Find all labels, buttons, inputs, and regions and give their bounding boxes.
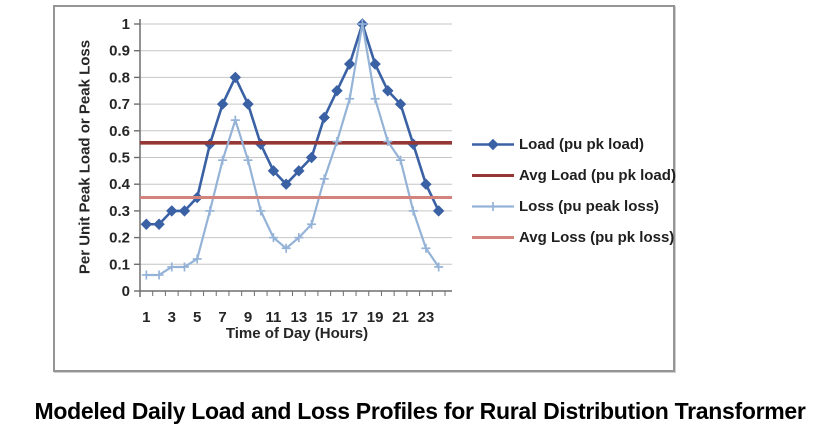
legend-label-load: Load (pu pk load) [519,136,644,153]
x-axis-title: Time of Day (Hours) [225,325,369,342]
x-tick-label: 19 [367,309,384,326]
diamond-marker-icon [153,218,165,230]
y-tick-label: 0.3 [109,203,130,220]
diamond-marker-icon [229,71,242,84]
x-tick-label: 17 [341,309,358,326]
legend-label-avg-loss: Avg Loss (pu pk loss) [519,229,675,246]
loss-series-swatch-icon [472,202,514,211]
x-tick-label: 11 [266,309,282,326]
diamond-marker-icon [178,205,191,217]
y-tick-label: 0.4 [109,176,131,193]
y-tick-label: 0.8 [109,69,130,86]
diamond-marker-icon [305,151,318,164]
series-line-0 [145,22,440,226]
diamond-marker-icon [343,58,356,70]
x-tick-label: 5 [193,309,201,326]
x-tick-label: 9 [244,309,252,326]
y-tick-label: 0.7 [109,96,130,113]
diamond-marker-icon [293,165,305,177]
avg-loss-series-swatch-icon [472,236,514,239]
diamond-marker-icon [242,98,254,110]
diamond-marker-icon [420,178,432,190]
y-axis-title: Per Unit Peak Load or Peak Loss [76,39,94,275]
legend-item-avg-load: Avg Load (pu pk load) [472,166,676,185]
y-tick-label: 0.5 [109,150,130,167]
legend-item-load: Load (pu pk load) [472,135,676,154]
legend-label-loss: Loss (pu peak loss) [519,198,660,215]
x-tick-label: 1 [142,309,150,326]
diamond-marker-icon [369,58,381,70]
x-tick-label: 7 [218,309,226,326]
series-line-2 [145,22,440,277]
diamond-marker-icon [382,85,394,97]
y-tick-label: 0 [122,283,130,300]
legend-label-avg-load: Avg Load (pu pk load) [519,167,676,184]
diamond-marker-icon [280,178,292,190]
figure-caption: Modeled Daily Load and Loss Profiles for… [34,398,806,424]
x-tick-label: 15 [316,309,333,326]
chart-container: 0 0.1 0.2 0.3 0.4 0.5 0.6 0.7 0.8 0.9 1 1 3 5 7 9 11 13 15… [53,5,676,372]
x-tick-label: 21 [392,309,409,326]
y-tick-label: 0.6 [109,123,130,140]
diamond-marker-icon [394,98,407,110]
x-tick-label: 13 [291,309,308,326]
y-tick-label: 0.1 [109,256,130,273]
diamond-marker-icon [432,205,445,217]
y-tick-label: 1 [122,16,130,33]
diamond-marker-icon [267,165,280,177]
diamond-marker-icon [166,205,178,217]
load-series-swatch-icon [472,138,514,151]
chart-legend: Load (pu pk load) Avg Load (pu pk load) … [472,135,676,259]
x-tick-label: 3 [168,309,176,326]
line-chart-plot: 00.10.20.30.40.50.60.70.80.911 3 5 7 9 11 13 15… [109,16,452,326]
diamond-marker-icon [216,98,229,110]
x-tick-label: 23 [418,309,435,326]
avg-load-series-swatch-icon [472,174,514,177]
diamond-marker-icon [487,138,499,151]
diamond-marker-icon [140,218,153,230]
legend-item-loss: Loss (pu peak loss) [472,197,676,216]
diamond-marker-icon [318,111,330,124]
diamond-marker-icon [331,85,343,97]
legend-item-avg-loss: Avg Loss (pu pk loss) [472,228,676,247]
y-tick-label: 0.9 [109,43,130,60]
y-tick-label: 0.2 [109,230,130,247]
